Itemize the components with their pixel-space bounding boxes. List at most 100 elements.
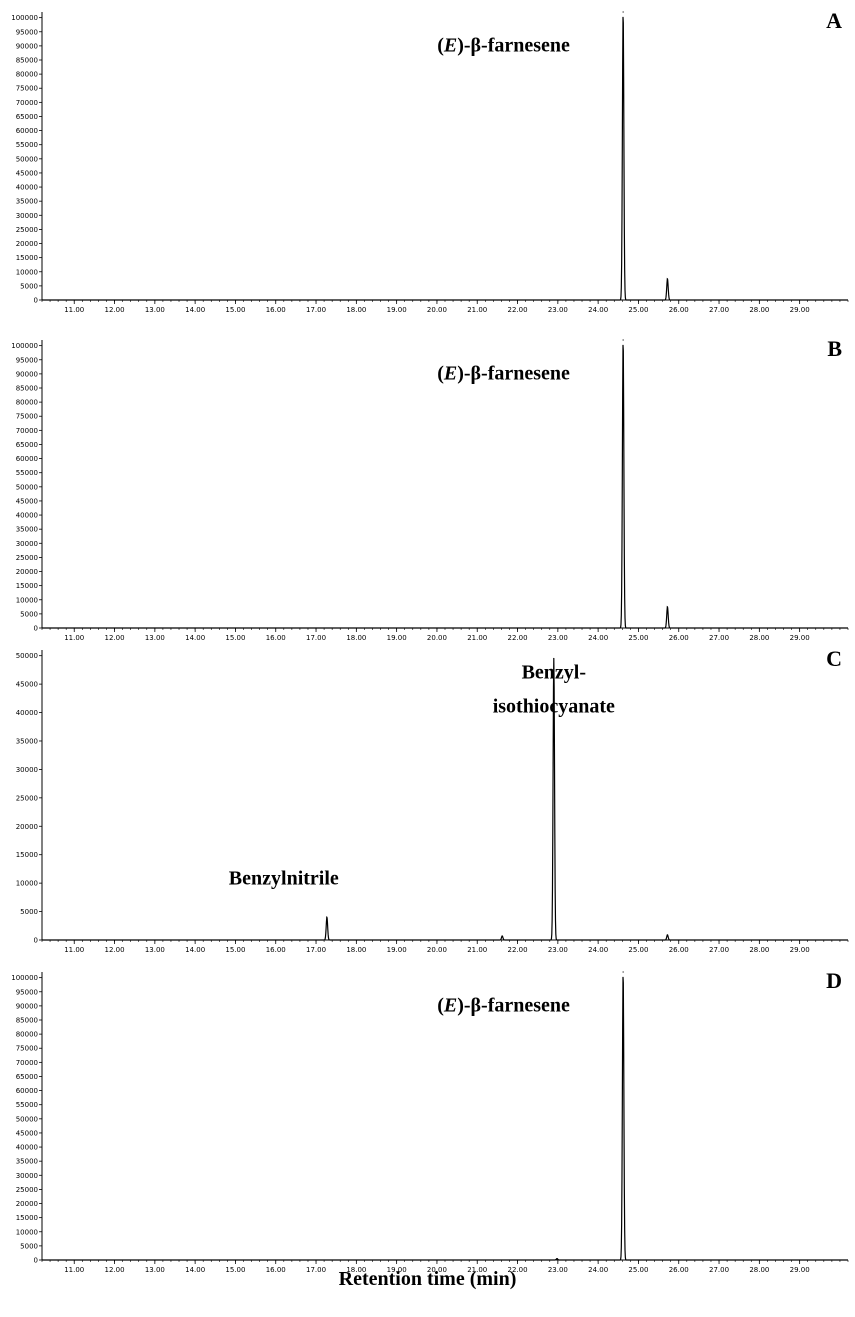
x-tick-label: 27.00 bbox=[709, 634, 729, 642]
x-tick-label: 19.00 bbox=[387, 634, 407, 642]
x-tick-label: 20.00 bbox=[427, 1266, 447, 1274]
y-tick-label: 25000 bbox=[16, 554, 38, 562]
peak-annotation: isothiocyanate bbox=[493, 696, 615, 718]
y-tick-label: 55000 bbox=[16, 141, 38, 149]
x-tick-label: 21.00 bbox=[467, 1266, 487, 1274]
chromatogram-trace bbox=[42, 658, 848, 941]
y-tick-label: 0 bbox=[34, 625, 38, 633]
y-tick-label: 90000 bbox=[16, 370, 38, 378]
peak-annotation: Benzyl- bbox=[522, 661, 586, 683]
y-tick-label: 30000 bbox=[16, 540, 38, 548]
y-tick-label: 55000 bbox=[16, 1101, 38, 1109]
x-tick-label: 16.00 bbox=[266, 634, 286, 642]
chromatogram-trace bbox=[42, 344, 848, 629]
x-tick-label: 25.00 bbox=[628, 946, 648, 954]
chromatogram-panel-a: 11.00 12.00 13.00 14.00 15.00 16.00 17.00 18.00… bbox=[11, 8, 849, 314]
y-tick-label: 5000 bbox=[20, 1242, 38, 1250]
x-tick-label: 21.00 bbox=[467, 946, 487, 954]
x-tick-label: 15.00 bbox=[225, 946, 245, 954]
x-tick-label: 29.00 bbox=[790, 306, 810, 314]
x-tick-label: 16.00 bbox=[266, 946, 286, 954]
peak-annotation: Benzylnitrile bbox=[229, 867, 339, 889]
x-tick-label: 22.00 bbox=[508, 634, 528, 642]
x-tick-label: 25.00 bbox=[628, 1266, 648, 1274]
x-tick-label: 20.00 bbox=[427, 634, 447, 642]
x-tick-label: 24.00 bbox=[588, 946, 608, 954]
x-tick-label: 23.00 bbox=[548, 946, 568, 954]
x-tick-label: 19.00 bbox=[387, 1266, 407, 1274]
y-tick-label: 80000 bbox=[16, 399, 38, 407]
x-tick-label: 27.00 bbox=[709, 1266, 729, 1274]
x-tick-label: 16.00 bbox=[266, 306, 286, 314]
y-tick-label: 85000 bbox=[16, 385, 38, 393]
y-tick-label: 40000 bbox=[16, 709, 38, 717]
y-tick-label: 5000 bbox=[20, 282, 38, 290]
y-tick-label: 15000 bbox=[16, 254, 38, 262]
x-tick-label: 27.00 bbox=[709, 306, 729, 314]
x-tick-label: 26.00 bbox=[669, 1266, 689, 1274]
x-tick-label: 28.00 bbox=[749, 1266, 769, 1274]
y-tick-label: 85000 bbox=[16, 1017, 38, 1025]
y-tick-label: 50000 bbox=[16, 483, 38, 491]
y-tick-label: 100000 bbox=[11, 14, 38, 22]
x-tick-label: 22.00 bbox=[508, 306, 528, 314]
y-tick-label: 90000 bbox=[16, 1002, 38, 1010]
x-axis-title: Retention time (min) bbox=[338, 1268, 517, 1290]
x-tick-label: 22.00 bbox=[508, 1266, 528, 1274]
y-tick-label: 30000 bbox=[16, 766, 38, 774]
x-tick-label: 14.00 bbox=[185, 1266, 205, 1274]
peak-apex bbox=[666, 934, 669, 936]
x-tick-label: 29.00 bbox=[790, 1266, 810, 1274]
peak-apex bbox=[553, 657, 555, 660]
peak-annotation: (E)-β-farnesene bbox=[437, 35, 570, 57]
x-tick-label: 24.00 bbox=[588, 306, 608, 314]
peak-apex bbox=[666, 278, 669, 280]
x-tick-label: 23.00 bbox=[548, 1266, 568, 1274]
peak-apex bbox=[556, 1257, 558, 1260]
peak-apex bbox=[501, 935, 503, 937]
y-tick-label: 70000 bbox=[16, 99, 38, 107]
y-tick-label: 25000 bbox=[16, 226, 38, 234]
peak-apex bbox=[326, 916, 328, 918]
y-tick-label: 35000 bbox=[16, 1158, 38, 1166]
y-tick-label: 45000 bbox=[16, 1129, 38, 1137]
x-tick-label: 11.00 bbox=[64, 634, 84, 642]
chromatogram-trace bbox=[42, 976, 848, 1261]
x-tick-label: 15.00 bbox=[225, 1266, 245, 1274]
x-tick-label: 18.00 bbox=[346, 946, 366, 954]
y-tick-label: 20000 bbox=[16, 240, 38, 248]
peak-apex bbox=[622, 339, 624, 341]
y-tick-label: 15000 bbox=[16, 1214, 38, 1222]
y-tick-label: 100000 bbox=[11, 974, 38, 982]
x-tick-label: 11.00 bbox=[64, 306, 84, 314]
x-tick-label: 26.00 bbox=[669, 946, 689, 954]
y-tick-label: 100000 bbox=[11, 342, 38, 350]
y-tick-label: 70000 bbox=[16, 1059, 38, 1067]
x-tick-label: 28.00 bbox=[749, 634, 769, 642]
x-tick-label: 19.00 bbox=[387, 946, 407, 954]
y-tick-label: 60000 bbox=[16, 455, 38, 463]
y-tick-label: 40000 bbox=[16, 1144, 38, 1152]
y-tick-label: 10000 bbox=[16, 268, 38, 276]
x-tick-label: 11.00 bbox=[64, 946, 84, 954]
y-tick-label: 80000 bbox=[16, 71, 38, 79]
peak-apex bbox=[666, 606, 669, 608]
y-tick-label: 5000 bbox=[20, 610, 38, 618]
y-tick-label: 95000 bbox=[16, 988, 38, 996]
y-tick-label: 20000 bbox=[16, 823, 38, 831]
y-tick-label: 65000 bbox=[16, 1073, 38, 1081]
y-tick-label: 0 bbox=[34, 1257, 38, 1265]
y-tick-label: 45000 bbox=[16, 497, 38, 505]
y-tick-label: 60000 bbox=[16, 1087, 38, 1095]
y-tick-label: 10000 bbox=[16, 596, 38, 604]
y-tick-label: 55000 bbox=[16, 469, 38, 477]
x-tick-label: 26.00 bbox=[669, 306, 689, 314]
x-tick-label: 25.00 bbox=[628, 634, 648, 642]
chromatogram-panel-c: 11.00 12.00 13.00 14.00 15.00 16.00 17.00 18.00… bbox=[16, 646, 849, 954]
y-tick-label: 40000 bbox=[16, 184, 38, 192]
x-tick-label: 17.00 bbox=[306, 634, 326, 642]
x-tick-label: 23.00 bbox=[548, 634, 568, 642]
y-tick-label: 10000 bbox=[16, 880, 38, 888]
x-tick-label: 20.00 bbox=[427, 306, 447, 314]
